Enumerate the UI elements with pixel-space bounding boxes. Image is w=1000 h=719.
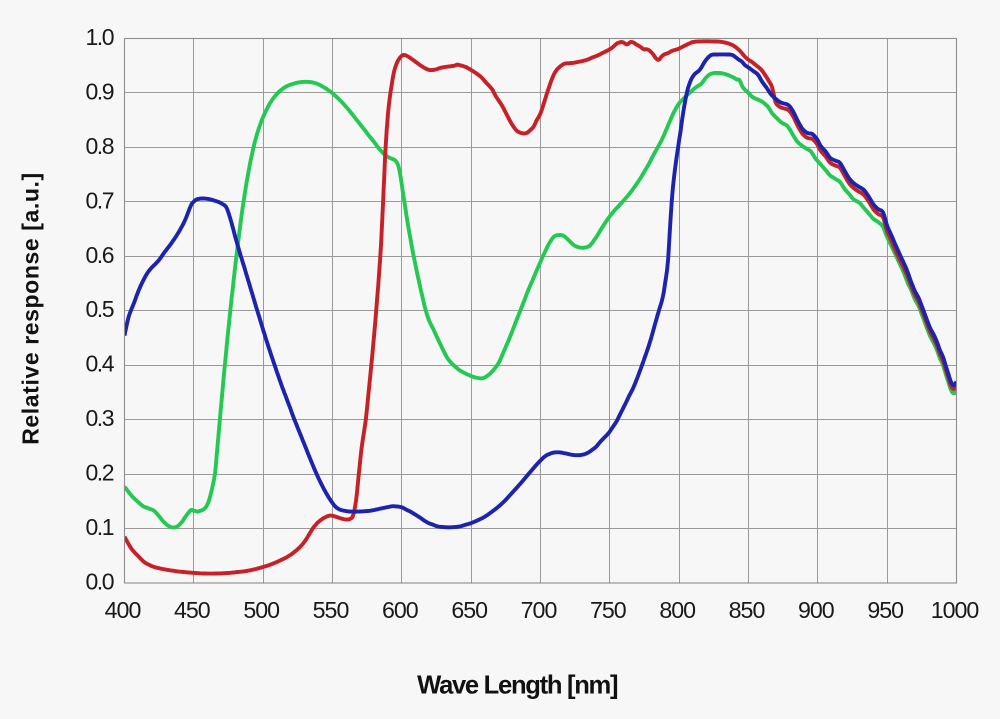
svg-text:0.9: 0.9 <box>86 78 114 104</box>
svg-text:900: 900 <box>798 597 834 623</box>
svg-text:0.7: 0.7 <box>86 187 114 213</box>
svg-text:0.2: 0.2 <box>86 460 114 486</box>
svg-text:950: 950 <box>867 597 903 623</box>
svg-text:400: 400 <box>105 597 141 623</box>
svg-text:0.8: 0.8 <box>86 133 114 159</box>
svg-text:0.0: 0.0 <box>86 569 114 595</box>
svg-text:650: 650 <box>451 597 487 623</box>
svg-text:0.3: 0.3 <box>86 405 114 431</box>
svg-text:850: 850 <box>729 597 765 623</box>
svg-text:700: 700 <box>521 597 557 623</box>
svg-text:550: 550 <box>313 597 349 623</box>
svg-text:0.1: 0.1 <box>86 514 114 540</box>
svg-text:Wave Length [nm]: Wave Length [nm] <box>417 672 618 700</box>
svg-text:800: 800 <box>659 597 695 623</box>
svg-text:750: 750 <box>590 597 626 623</box>
svg-text:1000: 1000 <box>931 597 979 623</box>
svg-text:Relative response [a.u.]: Relative response [a.u.] <box>18 172 44 445</box>
svg-text:0.5: 0.5 <box>86 296 114 322</box>
svg-text:600: 600 <box>382 597 418 623</box>
svg-text:0.6: 0.6 <box>86 242 114 268</box>
svg-text:450: 450 <box>174 597 210 623</box>
svg-text:1.0: 1.0 <box>86 24 114 50</box>
svg-text:500: 500 <box>243 597 279 623</box>
svg-text:0.4: 0.4 <box>86 351 115 377</box>
